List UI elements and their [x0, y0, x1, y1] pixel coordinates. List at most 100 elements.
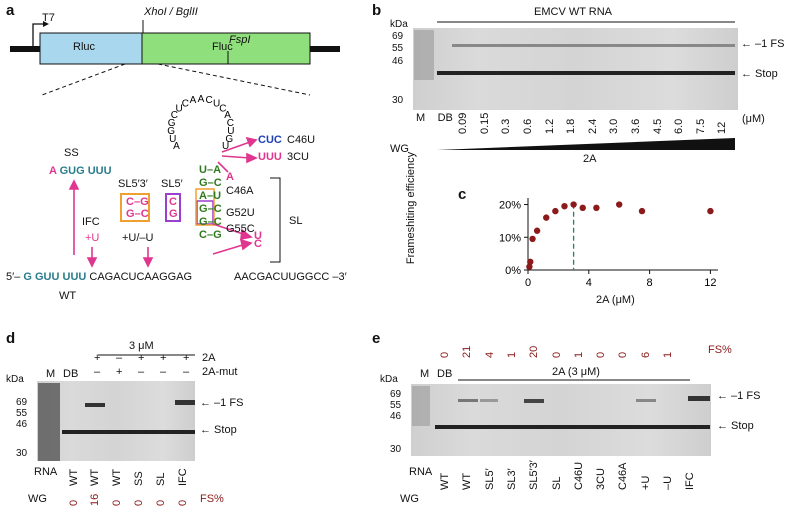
e-m69: 69	[390, 389, 402, 400]
sl-bracket	[270, 177, 281, 263]
mut-g55c: G55C	[226, 223, 255, 235]
rluc-label: Rluc	[73, 41, 96, 53]
c-data-point	[533, 227, 541, 234]
e-fs-label: FS%	[708, 344, 732, 356]
sl53-pairs: C–G G–C	[126, 196, 149, 220]
d-rna: RNA	[34, 466, 58, 478]
ifc-mut: +U	[85, 232, 100, 244]
b-ramp-label: 2A	[583, 153, 597, 165]
loop-nucleotide: G	[168, 118, 176, 129]
mut-c: C	[254, 238, 262, 250]
b-lane-label: DB	[437, 112, 453, 124]
loop-nucleotide: G	[167, 126, 175, 137]
e-lane-label: +U	[639, 475, 652, 490]
d-m46: 46	[16, 419, 28, 430]
e-lane-label: SL5′3′	[528, 460, 541, 490]
b-unit: (μM)	[742, 113, 765, 125]
b-m30: 30	[392, 95, 404, 106]
d-m55: 55	[16, 408, 28, 419]
loop-nucleotide: U	[175, 104, 182, 115]
loop-nucleotide: U	[222, 141, 229, 152]
c-data-point	[543, 214, 550, 221]
c-y-tick-label: 20%	[499, 200, 521, 212]
ss-a: A	[49, 165, 57, 177]
e-fs: ← –1 FS	[717, 390, 761, 402]
d-sign-2a: –	[116, 352, 123, 364]
concentration-ramp	[437, 138, 735, 150]
e-db: DB	[437, 368, 453, 380]
loop-nucleotide: A	[224, 110, 231, 121]
e-lane-label: –U	[662, 475, 674, 490]
d-sign-2a-mut: +	[116, 366, 123, 378]
e-lane-label: WT	[461, 472, 474, 490]
c-data-point	[707, 207, 714, 215]
d-sign-2a: +	[138, 352, 145, 364]
sl53-box	[120, 193, 150, 222]
c-data-point	[593, 204, 600, 212]
d-kda: kDa	[6, 374, 24, 385]
panel-c-label: c	[458, 186, 467, 203]
c-y-tick-label: 10%	[499, 232, 521, 244]
d-m: M	[46, 368, 56, 380]
c-data-point	[616, 201, 623, 208]
c-data-point	[527, 258, 534, 266]
ss-gug: GUG	[59, 165, 85, 177]
ifc-label: IFC	[82, 216, 100, 228]
d-fs: ← –1 FS	[200, 397, 244, 409]
rluc-box	[39, 32, 143, 65]
e-lane-label: IFC	[684, 472, 697, 490]
c-data-point	[561, 202, 568, 210]
stem-box-purple	[196, 200, 214, 225]
loop-nucleotide: C	[171, 110, 178, 121]
mut-cuc: CUC	[258, 134, 282, 146]
stem-box-orange	[195, 188, 215, 226]
loop-nucleotide: U	[227, 126, 234, 137]
gel-e	[411, 384, 711, 456]
c-y-tick-label: 0%	[505, 265, 521, 277]
c-x-tick-label: 4	[586, 277, 592, 289]
e-lane-label: C46A	[617, 462, 630, 490]
gel-d	[37, 381, 195, 461]
loop-nucleotide: A	[173, 141, 180, 152]
b-lane-label: M	[416, 112, 426, 124]
e-m55: 55	[390, 400, 402, 411]
d-sign-2a: +	[160, 352, 167, 364]
c-x-tick-label: 8	[647, 277, 653, 289]
e-lane-label: C46U	[572, 461, 585, 490]
b-kda: kDa	[390, 19, 408, 30]
b-m46: 46	[392, 56, 404, 67]
sl5-label: SL5′	[161, 178, 183, 190]
b-fs: ← –1 FS	[741, 38, 785, 50]
sl5-pairs: C G	[169, 196, 178, 220]
c-xlabel: 2A (μM)	[596, 294, 635, 306]
d-row1-label: 2A	[202, 352, 216, 364]
sl5-box	[165, 193, 181, 222]
d-sign-2a-mut: –	[138, 366, 145, 378]
sequence-end: AACGACUUGGCC –3′	[234, 271, 347, 283]
b-m55: 55	[392, 43, 404, 54]
e-kda: kDa	[380, 374, 398, 385]
d-sign-2a-mut: –	[183, 366, 190, 378]
b-wg: WG	[390, 143, 409, 155]
e-lane-label: SL	[550, 476, 563, 490]
c-data-point	[570, 201, 577, 208]
loop-nucleotide: U	[169, 134, 176, 145]
mut-a: A	[226, 171, 234, 183]
mutation-arrows	[68, 136, 258, 268]
sl53-label: SL5′3′	[118, 178, 148, 190]
d-db: DB	[63, 368, 79, 380]
mut-c46u: C46U	[287, 134, 316, 146]
panel-e-label: e	[372, 330, 381, 347]
e-rna: RNA	[409, 466, 433, 478]
e-header: 2A (3 μM)	[552, 366, 600, 378]
uu-mut: +U/–U	[122, 232, 154, 244]
e-m30: 30	[390, 444, 402, 455]
c-data-point	[552, 207, 559, 215]
loop-nucleotide: A	[190, 95, 197, 106]
panel-a-label: a	[6, 2, 15, 19]
d-wg: WG	[28, 493, 47, 505]
